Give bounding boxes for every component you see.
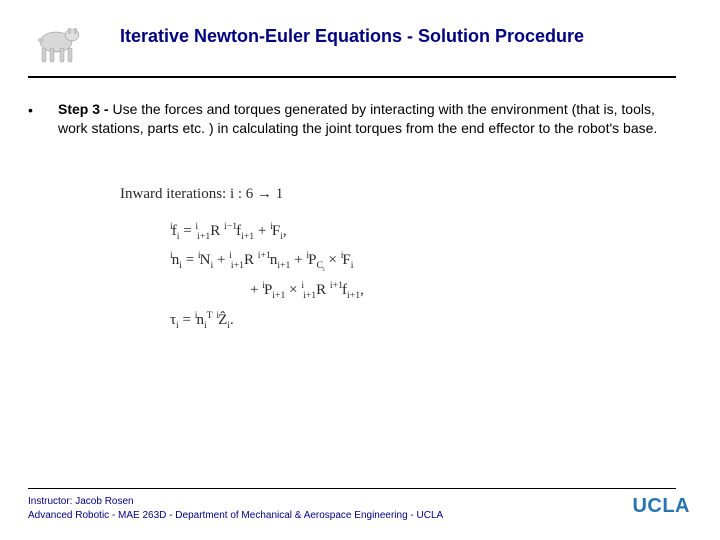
- bullet-marker: •: [28, 100, 58, 120]
- eq-moment-1: ini = iNi + ii+1R i+1ni+1 + iPCi × iFi: [170, 246, 600, 276]
- step-text: Use the forces and torques generated by …: [58, 101, 657, 136]
- eq-moment-2: + iPi+1 × ii+1R i+1fi+1,: [250, 276, 600, 306]
- step-label: Step 3 -: [58, 101, 112, 117]
- title-underline: [28, 76, 676, 78]
- bullet-content: Step 3 - Use the forces and torques gene…: [58, 100, 676, 138]
- slide: Iterative Newton-Euler Equations - Solut…: [0, 0, 720, 540]
- footer-line2: Advanced Robotic - MAE 263D - Department…: [28, 509, 692, 523]
- ucla-logo: UCLA: [632, 495, 690, 518]
- bullet-step3: • Step 3 - Use the forces and torques ge…: [28, 100, 676, 138]
- iteration-label: Inward iterations: i : 6 → 1: [120, 180, 600, 209]
- footer-line1: Instructor: Jacob Rosen: [28, 495, 692, 509]
- eq-force: ifi = ii+1R i−1fi+1 + iFi,: [170, 217, 600, 247]
- footer-rule: [28, 488, 676, 489]
- slide-title: Iterative Newton-Euler Equations - Solut…: [120, 26, 584, 47]
- equations-block: Inward iterations: i : 6 → 1 ifi = ii+1R…: [120, 180, 600, 335]
- robot-dog-icon: [28, 20, 88, 70]
- body: • Step 3 - Use the forces and torques ge…: [28, 100, 676, 138]
- footer-text: Instructor: Jacob Rosen Advanced Robotic…: [28, 495, 692, 522]
- footer: Instructor: Jacob Rosen Advanced Robotic…: [28, 488, 692, 522]
- slide-header: Iterative Newton-Euler Equations - Solut…: [0, 18, 720, 74]
- eq-tau: τi = iniT iẐi.: [170, 306, 600, 336]
